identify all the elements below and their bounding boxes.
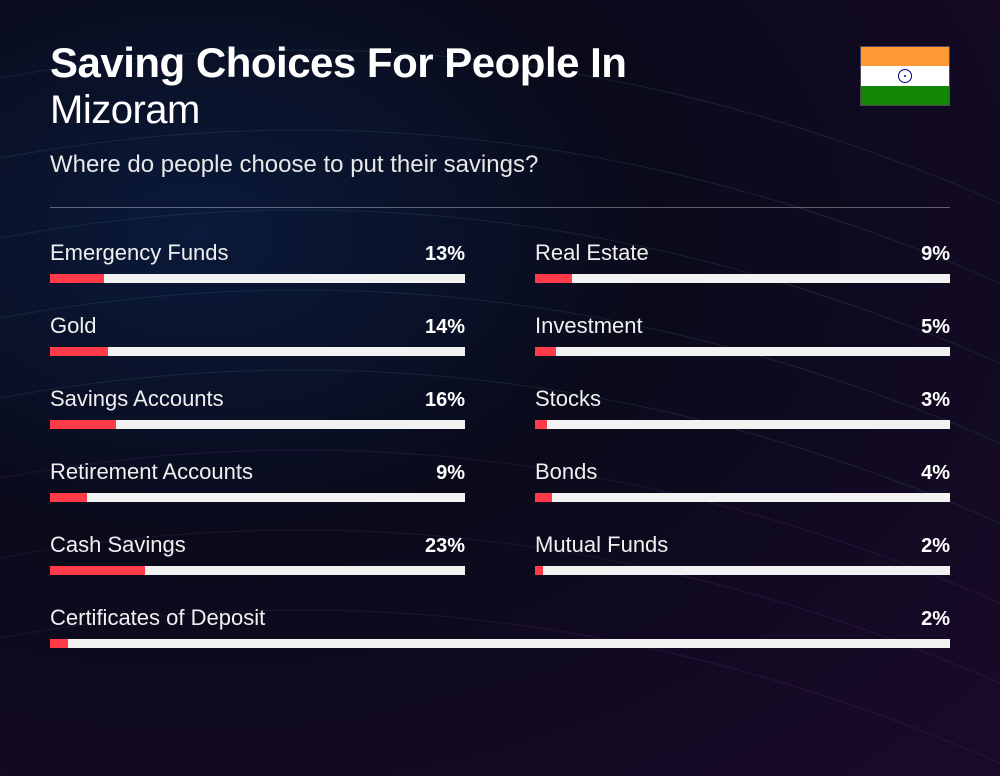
bar-track xyxy=(50,420,465,429)
bar-item: Savings Accounts 16% xyxy=(50,386,465,429)
bar-track xyxy=(535,493,950,502)
bar-item: Emergency Funds 13% xyxy=(50,240,465,283)
header: Saving Choices For People In Mizoram Whe… xyxy=(50,40,950,179)
bar-item: Gold 14% xyxy=(50,313,465,356)
bar-track xyxy=(50,493,465,502)
bar-item-head: Emergency Funds 13% xyxy=(50,240,465,266)
bar-item-head: Certificates of Deposit 2% xyxy=(50,605,950,631)
bar-item: Stocks 3% xyxy=(535,386,950,429)
bar-chart-grid: Emergency Funds 13% Real Estate 9% Gold 14% In… xyxy=(50,240,950,648)
bar-item: Certificates of Deposit 2% xyxy=(50,605,950,648)
bar-fill xyxy=(50,639,68,648)
bar-item-value: 2% xyxy=(921,608,950,631)
bar-item-head: Savings Accounts 16% xyxy=(50,386,465,412)
bar-item-value: 9% xyxy=(921,243,950,266)
bar-item-head: Investment 5% xyxy=(535,313,950,339)
bar-fill xyxy=(535,274,572,283)
flag-stripe-saffron xyxy=(861,47,949,66)
bar-track xyxy=(535,566,950,575)
bar-fill xyxy=(50,347,108,356)
bar-item: Bonds 4% xyxy=(535,459,950,502)
bar-item-label: Bonds xyxy=(535,459,597,485)
bar-item: Real Estate 9% xyxy=(535,240,950,283)
bar-track xyxy=(535,347,950,356)
bar-item-label: Certificates of Deposit xyxy=(50,605,265,631)
bar-fill xyxy=(50,493,87,502)
bar-item-value: 13% xyxy=(425,243,465,266)
bar-item: Cash Savings 23% xyxy=(50,532,465,575)
bar-item: Investment 5% xyxy=(535,313,950,356)
bar-track xyxy=(535,274,950,283)
bar-fill xyxy=(50,420,116,429)
bar-track xyxy=(50,566,465,575)
bar-fill xyxy=(535,493,552,502)
bar-fill xyxy=(535,347,556,356)
page-title-line2: Mizoram xyxy=(50,88,860,133)
bar-item-label: Retirement Accounts xyxy=(50,459,253,485)
bar-track xyxy=(50,274,465,283)
bar-item-label: Emergency Funds xyxy=(50,240,229,266)
bar-track xyxy=(535,420,950,429)
bar-item-label: Real Estate xyxy=(535,240,649,266)
bar-item-label: Mutual Funds xyxy=(535,532,668,558)
india-flag-icon xyxy=(860,46,950,106)
bar-fill xyxy=(535,420,547,429)
flag-stripe-green xyxy=(861,86,949,105)
bar-track xyxy=(50,639,950,648)
bar-item-value: 9% xyxy=(436,462,465,485)
page-title-line1: Saving Choices For People In xyxy=(50,40,860,86)
bar-item-value: 14% xyxy=(425,316,465,339)
bar-item-value: 23% xyxy=(425,535,465,558)
bar-item-label: Investment xyxy=(535,313,643,339)
bar-item-value: 4% xyxy=(921,462,950,485)
bar-item-head: Cash Savings 23% xyxy=(50,532,465,558)
bar-item-value: 16% xyxy=(425,389,465,412)
bar-fill xyxy=(50,566,145,575)
bar-fill xyxy=(535,566,543,575)
bar-fill xyxy=(50,274,104,283)
bar-track xyxy=(50,347,465,356)
bar-item-head: Bonds 4% xyxy=(535,459,950,485)
bar-item-label: Savings Accounts xyxy=(50,386,224,412)
bar-item-head: Stocks 3% xyxy=(535,386,950,412)
bar-item: Mutual Funds 2% xyxy=(535,532,950,575)
bar-item-value: 5% xyxy=(921,316,950,339)
bar-item-head: Mutual Funds 2% xyxy=(535,532,950,558)
bar-item-label: Stocks xyxy=(535,386,601,412)
bar-item-head: Gold 14% xyxy=(50,313,465,339)
bar-item-value: 3% xyxy=(921,389,950,412)
header-divider xyxy=(50,207,950,208)
bar-item-label: Cash Savings xyxy=(50,532,186,558)
page-subtitle: Where do people choose to put their savi… xyxy=(50,151,860,179)
bar-item-value: 2% xyxy=(921,535,950,558)
bar-item-head: Retirement Accounts 9% xyxy=(50,459,465,485)
flag-stripe-white xyxy=(861,66,949,85)
bar-item-label: Gold xyxy=(50,313,96,339)
bar-item-head: Real Estate 9% xyxy=(535,240,950,266)
ashoka-chakra-icon xyxy=(898,69,912,83)
title-block: Saving Choices For People In Mizoram Whe… xyxy=(50,40,860,179)
bar-item: Retirement Accounts 9% xyxy=(50,459,465,502)
